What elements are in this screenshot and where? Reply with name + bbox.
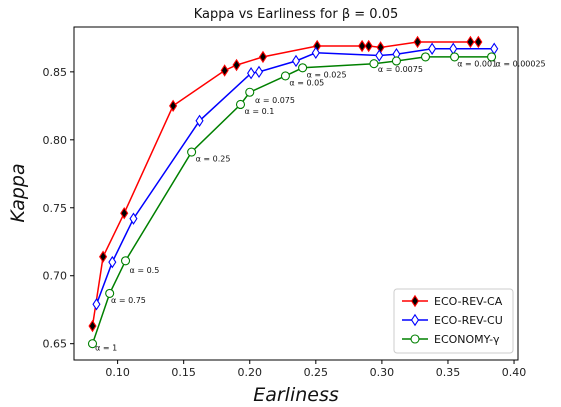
alpha-annotation: α = 0.00025: [496, 59, 546, 68]
data-point: [99, 250, 108, 263]
data-point: [120, 256, 131, 266]
data-point: [375, 49, 384, 62]
y-tick-label: 0.75: [43, 202, 68, 215]
data-point: [298, 63, 308, 73]
data-point: [120, 207, 129, 220]
x-tick-label: 0.10: [105, 366, 130, 379]
data-point: [105, 288, 115, 298]
legend-item-1: ECO-REV-CU: [402, 313, 503, 327]
plot-area: α = 1 α = 0.75 α = 0.5 α = 0.25 α = 0.1 α = 0…: [87, 35, 546, 353]
alpha-annotation: α = 0.025: [307, 70, 347, 79]
legend-item-0: ECO-REV-CA: [402, 294, 503, 308]
legend-marker: [410, 334, 420, 344]
legend-item-2: ECONOMY-γ: [402, 333, 500, 346]
x-tick-label: 0.25: [304, 366, 329, 379]
y-axis-label: Kappa: [7, 163, 29, 222]
data-point: [428, 42, 437, 55]
y-tick-label: 0.80: [43, 134, 68, 147]
series-2: [87, 52, 497, 349]
alpha-annotation: α = 0.075: [255, 96, 295, 105]
legend-marker: [410, 313, 420, 327]
data-point: [487, 52, 497, 62]
data-point: [88, 319, 97, 333]
chart-title: Kappa vs Earliness for β = 0.05: [194, 7, 399, 22]
data-point: [220, 64, 229, 77]
data-point: [420, 52, 431, 62]
legend-marker: [410, 294, 420, 308]
data-point: [280, 71, 290, 81]
legend-label: ECO-REV-CU: [434, 314, 503, 327]
series-line: [91, 41, 479, 327]
x-tick-label: 0.40: [502, 366, 527, 379]
data-point: [235, 99, 246, 110]
data-point: [291, 54, 301, 68]
x-tick-label: 0.35: [436, 366, 461, 379]
data-point: [195, 114, 204, 127]
data-point: [254, 65, 264, 79]
data-point: [466, 35, 475, 49]
alpha-annotation: α = 0.0075: [378, 65, 423, 74]
x-axis-label: Earliness: [253, 384, 339, 406]
x-tick-label: 0.20: [238, 366, 263, 379]
data-point: [245, 87, 255, 97]
alpha-annotation: α = 0.1: [245, 107, 275, 116]
y-tick-label: 0.85: [43, 66, 68, 79]
legend: ECO-REV-CA ECO-REV-CU ECONOMY-γ: [393, 288, 514, 354]
data-point: [169, 99, 178, 113]
data-point: [358, 39, 367, 53]
plot-frame: [73, 26, 519, 361]
data-point: [449, 42, 458, 55]
alpha-annotation: α = 0.75: [111, 296, 146, 305]
data-point: [391, 56, 401, 66]
data-point: [450, 52, 460, 62]
legend-label: ECO-REV-CA: [434, 295, 503, 308]
alpha-annotation: α = 0.5: [130, 266, 160, 275]
data-point: [369, 59, 379, 69]
series-1: [92, 42, 499, 311]
alpha-annotation: α = 1: [95, 344, 117, 353]
x-tick-label: 0.30: [370, 366, 395, 379]
data-point: [87, 339, 98, 349]
data-point: [258, 50, 268, 64]
data-point: [129, 212, 138, 225]
data-point: [364, 39, 373, 53]
data-point: [187, 147, 197, 157]
data-point: [108, 255, 117, 269]
x-tick-label: 0.15: [171, 366, 196, 379]
alpha-annotation: α = 0.05: [289, 78, 324, 87]
data-point: [413, 35, 422, 49]
alpha-annotation: α = 0.001: [457, 59, 497, 68]
legend-frame: [393, 288, 514, 354]
data-point: [474, 35, 483, 49]
data-point: [232, 58, 241, 72]
axis-ticks: 0.10 0.15 0.20 0.25 0.30 0.35 0.40 0.65 0.70 0.75…: [43, 66, 527, 379]
legend-label: ECONOMY-γ: [434, 333, 500, 346]
data-point: [92, 298, 101, 311]
data-point: [311, 46, 320, 60]
y-tick-label: 0.65: [43, 338, 68, 351]
alpha-annotation: α = 0.25: [196, 155, 231, 164]
series-0: [88, 35, 483, 333]
data-point: [247, 67, 256, 80]
y-tick-label: 0.70: [43, 270, 68, 283]
